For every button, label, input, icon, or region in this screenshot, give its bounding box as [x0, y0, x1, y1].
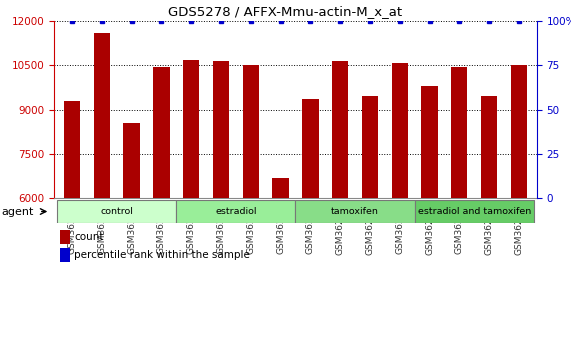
- Bar: [64, 101, 81, 198]
- Bar: [153, 67, 170, 198]
- Bar: [94, 33, 110, 198]
- Text: estradiol and tamoxifen: estradiol and tamoxifen: [417, 207, 531, 216]
- Bar: [421, 86, 438, 198]
- Bar: [451, 67, 468, 198]
- Bar: [481, 97, 497, 198]
- Bar: [123, 123, 140, 198]
- Bar: [213, 61, 229, 198]
- Text: percentile rank within the sample: percentile rank within the sample: [74, 250, 250, 260]
- Bar: [183, 59, 199, 198]
- Text: tamoxifen: tamoxifen: [331, 207, 379, 216]
- Bar: [243, 65, 259, 198]
- Bar: [392, 63, 408, 198]
- Bar: [362, 97, 378, 198]
- Bar: [60, 230, 70, 244]
- Bar: [296, 200, 415, 223]
- Bar: [272, 178, 289, 198]
- Text: agent: agent: [1, 206, 34, 217]
- Bar: [57, 200, 176, 223]
- Text: estradiol: estradiol: [215, 207, 257, 216]
- Bar: [302, 99, 319, 198]
- Bar: [510, 65, 527, 198]
- Text: GDS5278 / AFFX-Mmu-actin-M_x_at: GDS5278 / AFFX-Mmu-actin-M_x_at: [168, 5, 403, 18]
- Bar: [332, 61, 348, 198]
- Bar: [60, 248, 70, 262]
- Text: control: control: [100, 207, 133, 216]
- Bar: [176, 200, 296, 223]
- Text: count: count: [74, 232, 104, 242]
- Bar: [415, 200, 534, 223]
